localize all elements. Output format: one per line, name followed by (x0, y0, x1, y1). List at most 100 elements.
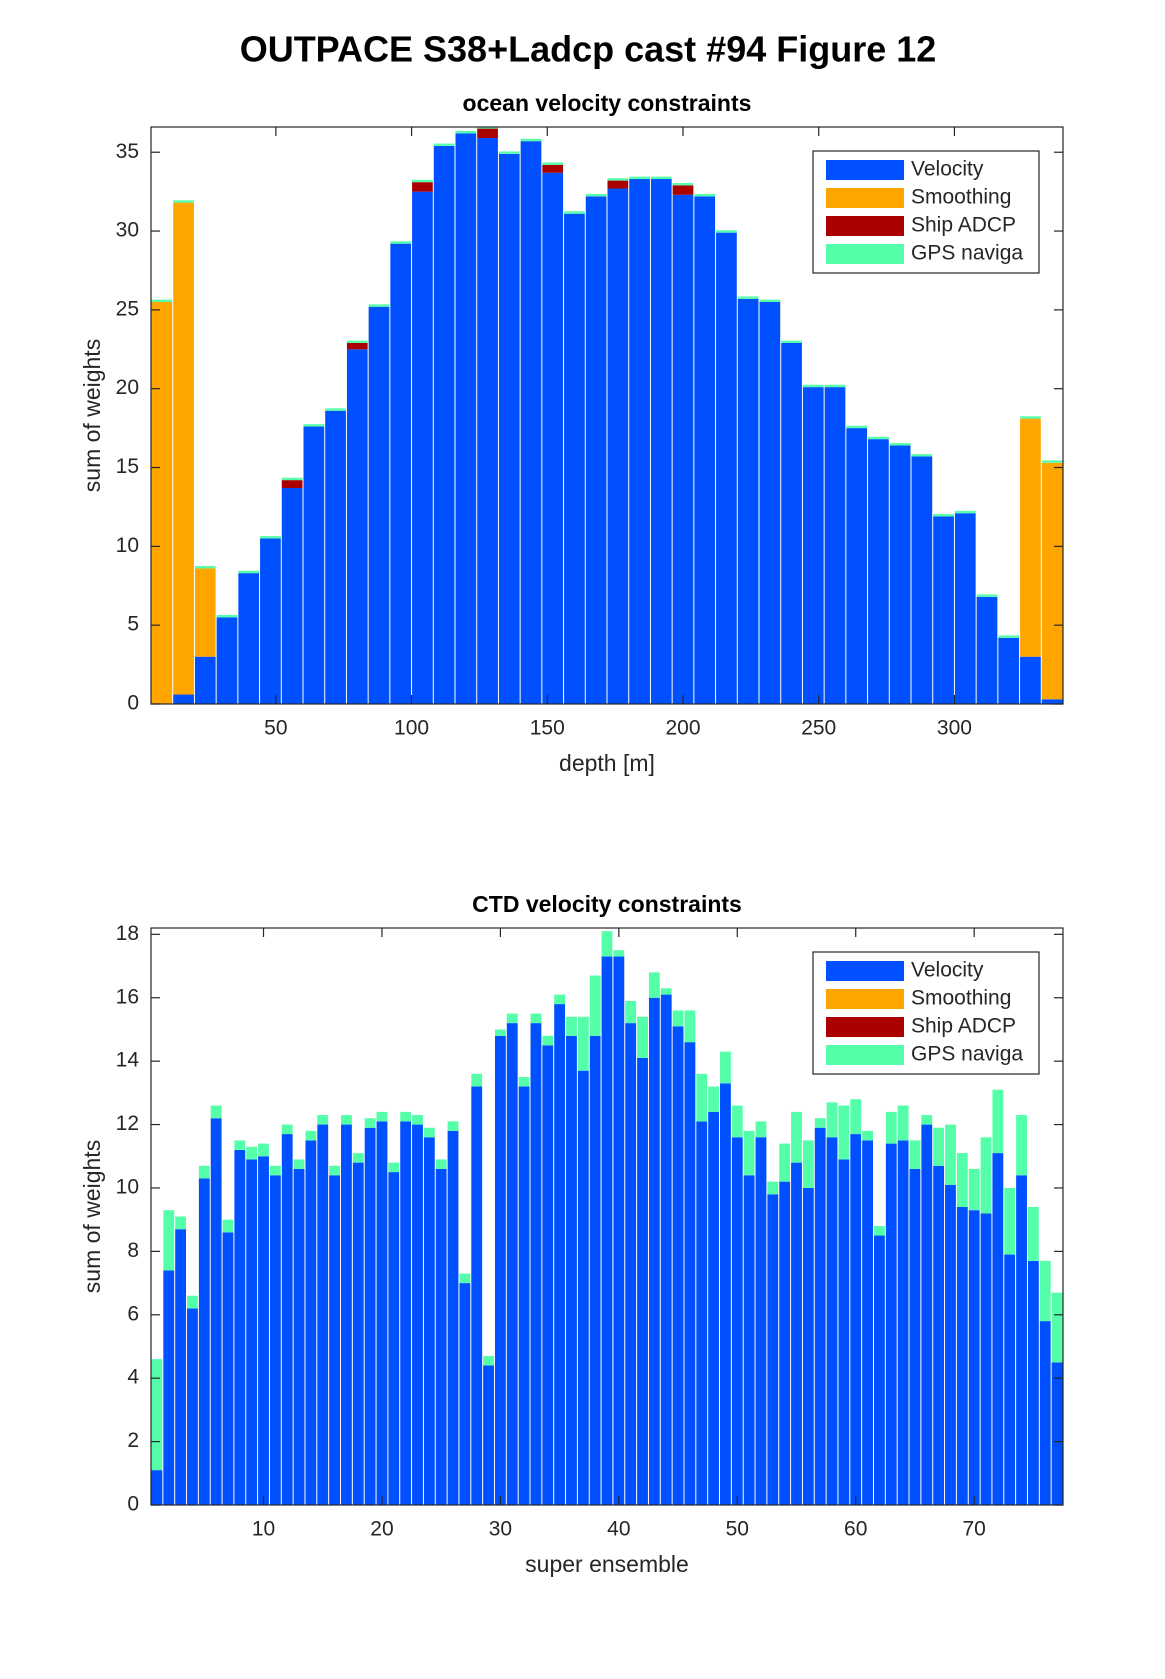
bar-segment (1039, 1260, 1051, 1322)
bar-segment (346, 342, 368, 350)
y-tick-label: 14 (116, 1049, 140, 1072)
x-tick-label: 20 (370, 1518, 393, 1541)
bar-segment (846, 428, 868, 704)
bar-segment (802, 384, 824, 388)
y-tick-label: 15 (116, 455, 139, 478)
bar-segment (850, 1134, 862, 1505)
bar-segment (194, 656, 216, 704)
bar-segment (791, 1111, 802, 1163)
bar-segment (412, 179, 433, 183)
bar-segment (1051, 1362, 1063, 1505)
y-tick-label: 25 (116, 297, 139, 320)
bar-segment (945, 1184, 956, 1505)
bar-segment (187, 1295, 198, 1309)
bar-segment (566, 1016, 577, 1036)
y-tick-label: 10 (116, 1176, 139, 1199)
bar-segment (743, 1175, 755, 1505)
bar-segment (731, 1105, 743, 1138)
bar-segment (585, 194, 607, 197)
bar-segment (909, 1140, 921, 1169)
chart-title: ocean velocity constraints (463, 90, 752, 116)
bar-segment (376, 1121, 388, 1505)
bar-segment (151, 1470, 163, 1505)
bar-segment (303, 426, 325, 704)
bar-segment (435, 1168, 447, 1505)
legend-swatch (826, 989, 904, 1009)
bar-segment (210, 1105, 222, 1119)
legend-label: Ship ADCP (911, 214, 1016, 237)
bar-segment (759, 301, 781, 704)
x-tick-label: 150 (530, 717, 565, 740)
bar-segment (471, 1086, 483, 1505)
bar-segment (708, 1086, 720, 1112)
bar-segment (868, 439, 889, 704)
bar-segment (956, 1206, 968, 1505)
bar-segment (494, 1035, 506, 1505)
bar-segment (281, 488, 303, 704)
bar-segment (791, 1162, 802, 1505)
y-tick-label: 2 (127, 1429, 139, 1452)
bar-segment (737, 296, 759, 299)
bar-segment (660, 994, 672, 1505)
bar-segment (305, 1140, 317, 1505)
y-tick-label: 6 (127, 1302, 139, 1325)
bar-segment (976, 594, 998, 597)
bar-segment (992, 1153, 1004, 1505)
bar-segment (826, 1137, 838, 1505)
bar-segment (802, 1187, 814, 1505)
bar-segment (933, 1127, 945, 1166)
bar-segment (897, 1140, 909, 1505)
bar-segment (720, 1083, 731, 1505)
bar-segment (720, 1051, 731, 1084)
figure-title: OUTPACE S38+Ladcp cast #94 Figure 12 (240, 29, 937, 70)
bar-segment (216, 617, 238, 704)
bar-segment (648, 997, 660, 1505)
bar-segment (694, 194, 716, 197)
bar-segment (672, 1010, 684, 1027)
plot-area (151, 931, 1063, 1505)
bar-segment (260, 538, 281, 704)
bar-segment (542, 164, 564, 173)
bar-segment (802, 1140, 814, 1188)
x-tick-label: 100 (394, 717, 429, 740)
bar-segment (194, 566, 216, 569)
bar-segment (564, 213, 585, 704)
bar-segment (1027, 1260, 1039, 1505)
bar-segment (613, 950, 625, 957)
bar-segment (222, 1232, 234, 1505)
bar-segment (637, 1057, 648, 1505)
bar-segment (281, 1124, 293, 1135)
bar-segment (684, 1010, 696, 1043)
bar-segment (246, 1146, 258, 1160)
bar-segment (954, 513, 976, 704)
bar-segment (629, 179, 650, 704)
legend-label: Velocity (911, 158, 984, 181)
x-tick-label: 250 (801, 717, 836, 740)
bar-segment (909, 1168, 921, 1505)
bar-segment (814, 1127, 826, 1505)
bar-segment (346, 349, 368, 704)
y-tick-label: 18 (116, 922, 139, 945)
bar-segment (885, 1143, 897, 1505)
bar-segment (589, 1035, 601, 1505)
bar-segment (1027, 1206, 1039, 1261)
bar-segment (566, 1035, 577, 1505)
legend-swatch (826, 244, 904, 264)
bar-segment (814, 1118, 826, 1128)
bar-segment (956, 1153, 968, 1207)
bar-segment (269, 1165, 281, 1176)
bar-segment (607, 178, 629, 181)
bar-segment (824, 384, 846, 388)
bar-segment (260, 536, 281, 539)
bar-segment (329, 1165, 341, 1176)
bar-segment (945, 1124, 956, 1185)
y-axis-label: sum of weights (79, 339, 105, 492)
bar-segment (1051, 1292, 1063, 1363)
bar-segment (781, 340, 802, 343)
bar-segment (238, 573, 260, 704)
bar-segment (163, 1270, 175, 1505)
bar-segment (846, 425, 868, 429)
bar-segment (779, 1143, 791, 1182)
bar-segment (483, 1365, 494, 1505)
bar-segment (293, 1159, 305, 1169)
